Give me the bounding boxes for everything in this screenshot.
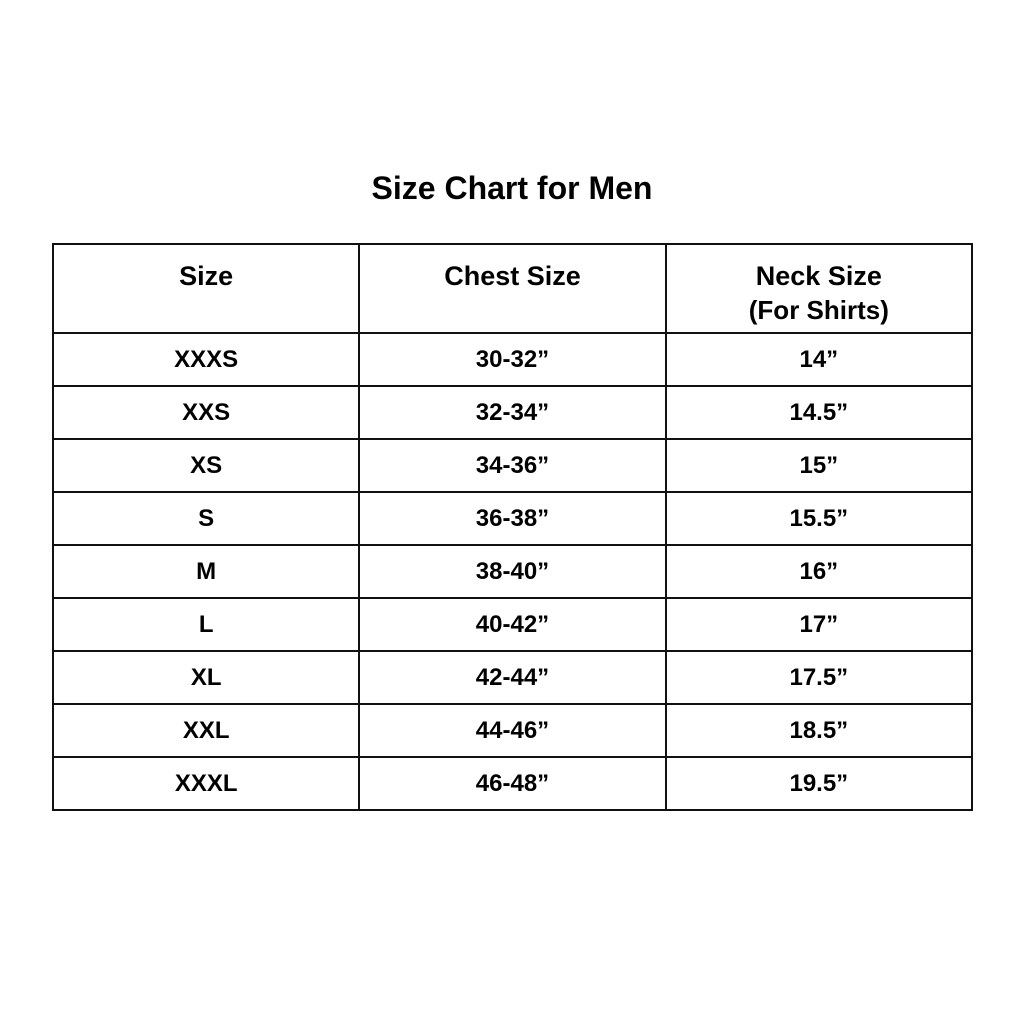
chest-size-cell: 46-48”	[358, 756, 667, 811]
size-cell: XXXS	[51, 332, 361, 387]
size-cell: XL	[51, 650, 361, 705]
neck-size-cell: 18.5”	[664, 703, 974, 758]
neck-size-cell: 19.5”	[664, 756, 974, 811]
table-row: S 36-38” 15.5”	[51, 491, 974, 546]
table-row: XXXS 30-32” 14”	[51, 332, 974, 387]
size-cell: XXL	[51, 703, 361, 758]
table-row: XXS 32-34” 14.5”	[51, 385, 974, 440]
chest-size-cell: 32-34”	[358, 385, 667, 440]
size-cell: XS	[51, 438, 361, 493]
header-label: Chest Size	[444, 261, 581, 291]
neck-size-cell: 17”	[664, 597, 974, 652]
table-row: XL 42-44” 17.5”	[51, 650, 974, 705]
size-chart-table: Size Chest Size Neck Size (For Shirts) XX…	[51, 243, 974, 811]
table-row: L 40-42” 17”	[51, 597, 974, 652]
table-row: M 38-40” 16”	[51, 544, 974, 599]
header-neck-size: Neck Size (For Shirts)	[664, 243, 974, 334]
header-label: Neck Size	[755, 261, 882, 291]
chest-size-cell: 30-32”	[358, 332, 667, 387]
neck-size-cell: 17.5”	[664, 650, 974, 705]
chest-size-cell: 44-46”	[358, 703, 667, 758]
chest-size-cell: 40-42”	[358, 597, 667, 652]
neck-size-cell: 14.5”	[664, 385, 974, 440]
neck-size-cell: 16”	[664, 544, 974, 599]
table-row: XXXL 46-48” 19.5”	[51, 756, 974, 811]
header-label: Size	[179, 261, 234, 291]
chest-size-cell: 36-38”	[358, 491, 667, 546]
neck-size-cell: 15.5”	[664, 491, 974, 546]
chest-size-cell: 42-44”	[358, 650, 667, 705]
size-cell: XXXL	[51, 756, 361, 811]
size-cell: XXS	[51, 385, 361, 440]
size-cell: M	[51, 544, 361, 599]
table-header-row: Size Chest Size Neck Size (For Shirts)	[51, 243, 974, 334]
neck-size-cell: 15”	[664, 438, 974, 493]
header-sublabel: (For Shirts)	[748, 295, 889, 325]
neck-size-cell: 14”	[664, 332, 974, 387]
header-size: Size	[51, 243, 361, 334]
header-chest-size: Chest Size	[358, 243, 667, 334]
size-cell: S	[51, 491, 361, 546]
table-row: XXL 44-46” 18.5”	[51, 703, 974, 758]
size-cell: L	[51, 597, 361, 652]
chest-size-cell: 34-36”	[358, 438, 667, 493]
chest-size-cell: 38-40”	[358, 544, 667, 599]
table-row: XS 34-36” 15”	[51, 438, 974, 493]
page-title: Size Chart for Men	[371, 170, 653, 206]
